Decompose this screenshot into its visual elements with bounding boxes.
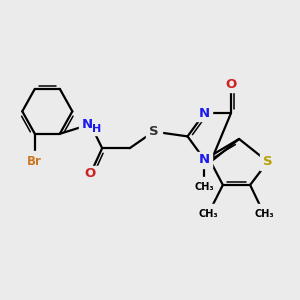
Text: S: S: [263, 155, 273, 168]
Text: S: S: [149, 125, 158, 138]
Text: H: H: [92, 124, 101, 134]
Text: N: N: [199, 107, 210, 120]
Text: CH₃: CH₃: [195, 182, 214, 192]
Text: CH₃: CH₃: [198, 209, 218, 219]
Text: N: N: [199, 153, 210, 166]
Text: CH₃: CH₃: [254, 209, 274, 219]
Text: N: N: [82, 118, 93, 131]
Text: O: O: [85, 167, 96, 180]
Text: O: O: [225, 78, 237, 91]
Text: Br: Br: [27, 154, 42, 167]
